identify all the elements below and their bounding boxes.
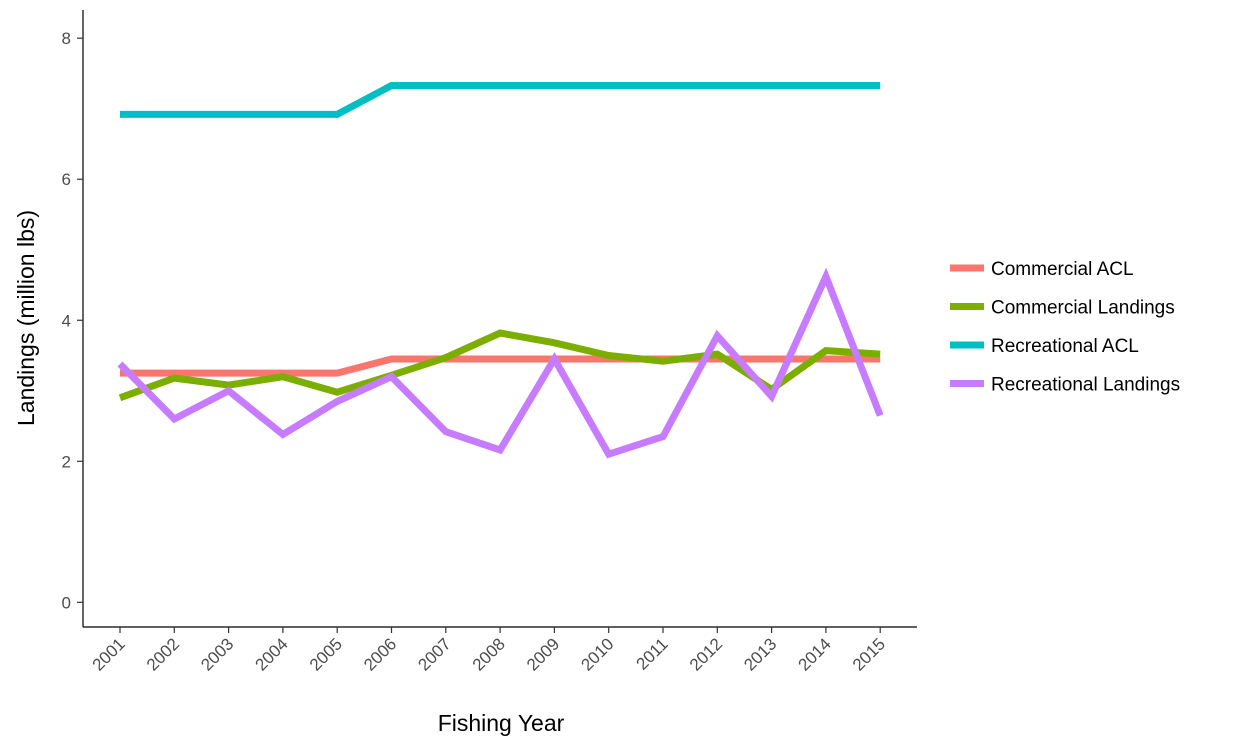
x-tick-label: 2001 [89,634,129,674]
legend-label: Commercial ACL [991,259,1134,280]
series-line-commercial-acl [120,355,881,377]
x-tick-label: 2007 [414,634,454,674]
x-tick-label: 2014 [795,634,835,674]
y-tick-label: 2 [62,452,71,471]
x-axis-title: Fishing Year [438,710,565,736]
x-tick-label: 2010 [577,634,617,674]
x-tick-label: 2015 [849,634,889,674]
y-tick-label: 4 [62,311,71,330]
x-tick-label: 2011 [633,634,672,673]
x-tick-label: 2005 [306,634,346,674]
y-axis-title: Landings (million lbs) [13,210,39,426]
axes [82,10,917,628]
series-line-recreational-acl [120,82,881,118]
y-ticks: 0 2 4 6 8 [62,29,83,612]
x-tick-label: 2008 [469,634,509,674]
y-tick-label: 8 [62,29,71,48]
x-tick-label: 2012 [686,634,726,674]
x-tick-label: 2004 [252,634,292,674]
x-tick-label: 2009 [523,634,563,674]
y-tick-label: 0 [62,593,71,612]
plot-lines [117,82,884,459]
x-ticks: 2001 2002 2003 2004 2005 2006 2007 2008 2009 2010… [89,627,889,675]
legend-label: Recreational ACL [991,336,1139,357]
x-tick-label: 2006 [360,634,400,674]
x-tick-label: 2003 [197,634,237,674]
series-line-recreational-landings [117,267,884,459]
x-tick-label: 2013 [740,634,780,674]
legend-label: Commercial Landings [991,298,1175,319]
legend-label: Recreational Landings [991,375,1180,396]
legend: Commercial ACL Commercial Landings Recreat… [950,259,1180,396]
y-tick-label: 6 [62,170,71,189]
x-tick-label: 2002 [143,634,183,674]
